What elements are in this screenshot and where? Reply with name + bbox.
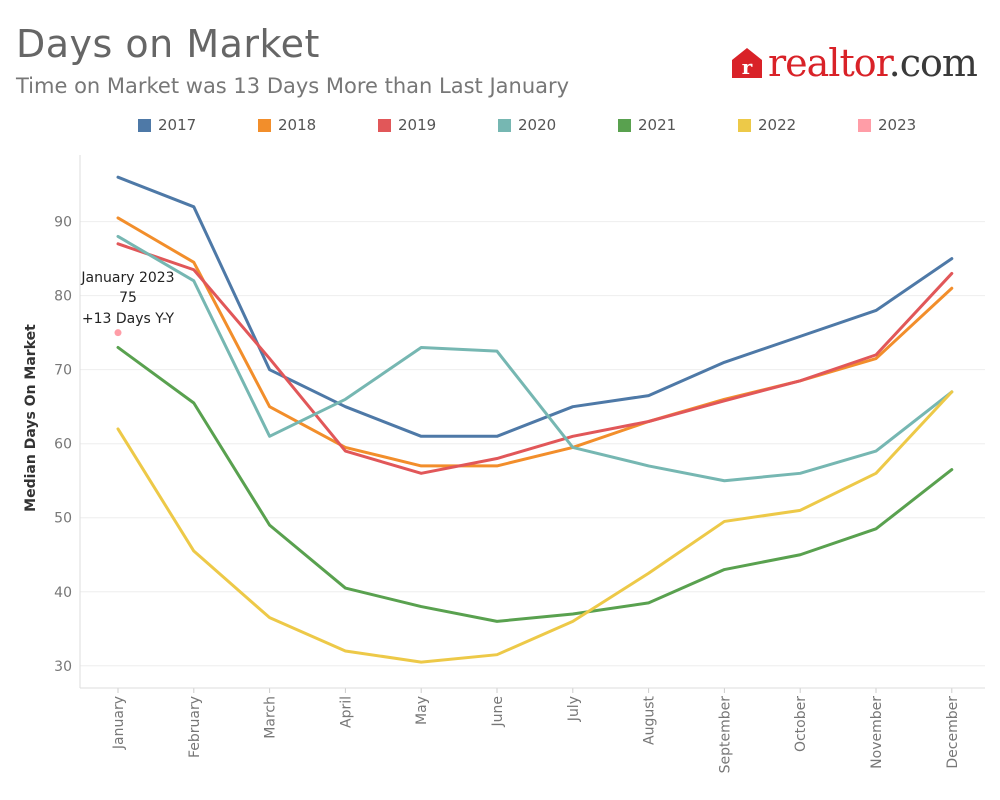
series-line-2018[interactable] bbox=[116, 216, 954, 468]
legend-item-2020[interactable]: 2020 bbox=[498, 116, 556, 134]
svg-text:r: r bbox=[742, 55, 753, 79]
legend-item-2019[interactable]: 2019 bbox=[378, 116, 436, 134]
x-tick-label: January bbox=[111, 696, 127, 750]
series-line-2021[interactable] bbox=[116, 345, 954, 623]
legend-label: 2019 bbox=[398, 116, 437, 134]
legend-label: 2017 bbox=[158, 116, 197, 134]
legend-swatch bbox=[498, 118, 511, 132]
annotation-line3: +13 Days Y-Y bbox=[82, 311, 175, 327]
legend-label: 2021 bbox=[638, 116, 677, 134]
x-tick-label: July bbox=[566, 696, 582, 722]
legend-label: 2018 bbox=[278, 116, 317, 134]
legend-item-2023[interactable]: 2023 bbox=[858, 116, 916, 134]
x-tick-label: October bbox=[793, 696, 809, 752]
x-tick-label: June bbox=[490, 696, 506, 728]
legend-label: 2022 bbox=[758, 116, 797, 134]
y-tick-label: 90 bbox=[54, 215, 72, 231]
legend-swatch bbox=[138, 118, 151, 132]
series-line-2020[interactable] bbox=[116, 234, 954, 483]
annotation-line1: January 2023 bbox=[80, 270, 174, 286]
logo-text: realtor.com bbox=[768, 41, 978, 85]
logo-text-red: realtor bbox=[768, 41, 890, 85]
realtor-logo[interactable]: r realtor.com bbox=[730, 40, 978, 86]
legend-item-2021[interactable]: 2021 bbox=[618, 116, 676, 134]
legend-item-2018[interactable]: 2018 bbox=[258, 116, 316, 134]
y-tick-label: 40 bbox=[54, 585, 72, 601]
x-tick-label: November bbox=[869, 696, 885, 769]
chart-legend: 2017 2018 2019 2020 2021 2022 2023 bbox=[0, 116, 1000, 140]
page-title: Days on Market bbox=[16, 22, 320, 66]
legend-label: 2023 bbox=[878, 116, 917, 134]
y-axis-ticks: 30 40 50 60 70 80 90 bbox=[54, 215, 72, 675]
legend-swatch bbox=[378, 118, 391, 132]
x-tick-label: March bbox=[263, 696, 279, 739]
legend-item-2017[interactable]: 2017 bbox=[138, 116, 196, 134]
y-tick-label: 80 bbox=[54, 289, 72, 305]
y-tick-label: 60 bbox=[54, 437, 72, 453]
legend-swatch bbox=[258, 118, 271, 132]
x-tick-label: August bbox=[642, 695, 658, 745]
legend-item-2022[interactable]: 2022 bbox=[738, 116, 796, 134]
y-axis-label: Median Days On Market bbox=[23, 324, 39, 512]
series-line-2019[interactable] bbox=[116, 242, 954, 475]
y-tick-label: 50 bbox=[54, 511, 72, 527]
grid bbox=[80, 221, 985, 667]
series-lines bbox=[114, 175, 954, 664]
x-tick-label: December bbox=[945, 696, 961, 769]
x-tick-label: April bbox=[338, 696, 354, 728]
x-tick-label: February bbox=[187, 696, 203, 758]
house-r-icon: r bbox=[732, 48, 762, 79]
legend-swatch bbox=[618, 118, 631, 132]
legend-swatch bbox=[738, 118, 751, 132]
legend-label: 2020 bbox=[518, 116, 557, 134]
series-line-2022[interactable] bbox=[116, 390, 954, 664]
legend-swatch bbox=[858, 118, 871, 132]
y-tick-label: 30 bbox=[54, 659, 72, 675]
logo-text-dark: .com bbox=[888, 41, 978, 85]
annotation-line2: 75 bbox=[119, 290, 137, 306]
y-tick-label: 70 bbox=[54, 363, 72, 379]
x-tick-label: May bbox=[414, 696, 430, 725]
series-point-2023[interactable] bbox=[114, 329, 122, 337]
x-axis-ticks: January February March April May June July Augu… bbox=[111, 688, 961, 773]
annotation: January 2023 75 +13 Days Y-Y bbox=[80, 270, 174, 327]
page-subtitle: Time on Market was 13 Days More than Las… bbox=[16, 74, 570, 98]
x-tick-label: September bbox=[717, 696, 733, 774]
